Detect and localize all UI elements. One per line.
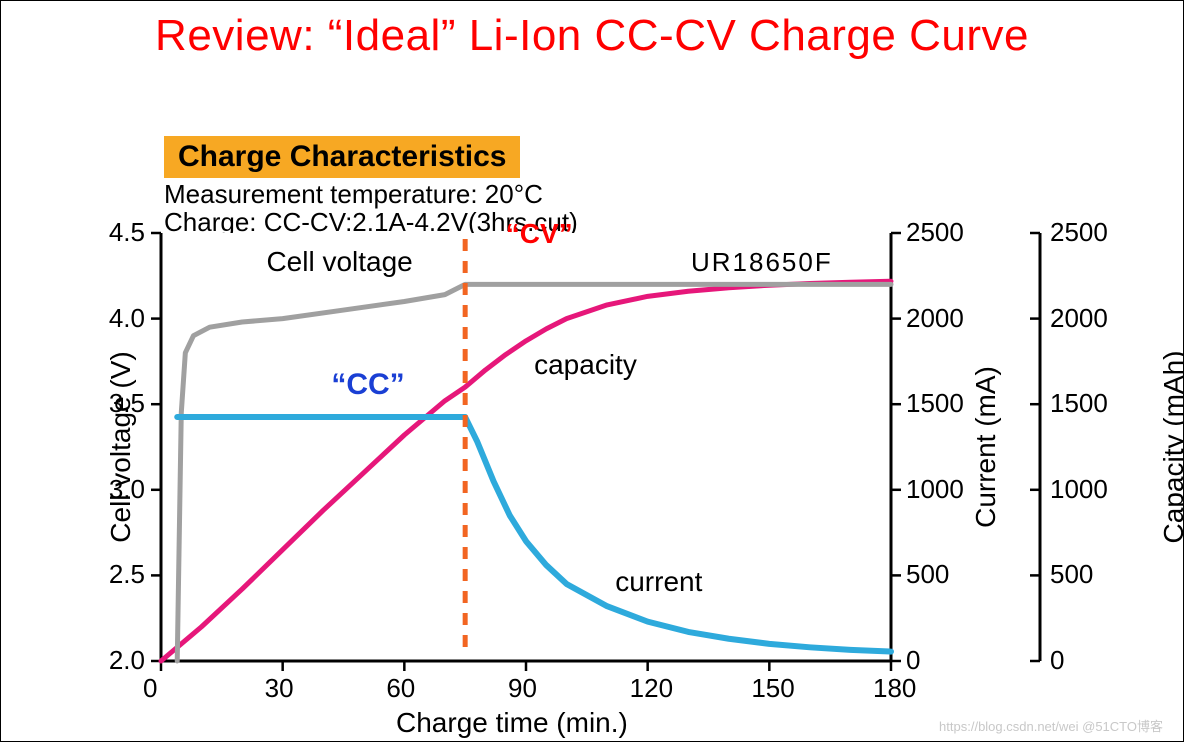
y-right1-tick-label: 0 [906,645,920,676]
model-label: UR18650F [691,247,833,278]
slide-root: Review: “Ideal” Li-Ion CC-CV Charge Curv… [0,0,1184,742]
chart-annotation: capacity [534,349,637,381]
y-right2-tick-label: 2500 [1050,217,1108,248]
y-left-tick-label: 4.0 [109,303,145,334]
y-left-tick-label: 3.5 [109,388,145,419]
y-left-tick-label: 2.5 [109,559,145,590]
y-right1-tick-label: 1000 [906,474,964,505]
y-right1-tick-label: 2500 [906,217,964,248]
y-right2-tick-label: 2000 [1050,303,1108,334]
x-tick-label: 90 [508,673,537,704]
y-right2-tick-label: 0 [1050,645,1064,676]
y-right2-tick-label: 500 [1050,559,1093,590]
chart-annotation: current [615,566,702,598]
y-left-tick-label: 4.5 [109,217,145,248]
x-tick-label: 30 [265,673,294,704]
x-tick-label: 150 [751,673,794,704]
x-tick-label: 120 [630,673,673,704]
x-tick-label: 0 [143,673,157,704]
x-tick-label: 60 [386,673,415,704]
y-right1-tick-label: 1500 [906,388,964,419]
x-tick-label: 180 [873,673,916,704]
y-left-tick-label: 2.0 [109,645,145,676]
watermark: https://blog.csdn.net/wei @51CTO博客 [939,716,1163,735]
y-right2-tick-label: 1500 [1050,388,1108,419]
y-right2-tick-label: 1000 [1050,474,1108,505]
chart-annotation: “CC” [331,368,404,402]
chart-annotation: “CV” [506,218,573,250]
chart-annotation: Cell voltage [266,246,412,278]
y-right1-tick-label: 2000 [906,303,964,334]
y-right1-tick-label: 500 [906,559,949,590]
y-left-tick-label: 3.0 [109,474,145,505]
